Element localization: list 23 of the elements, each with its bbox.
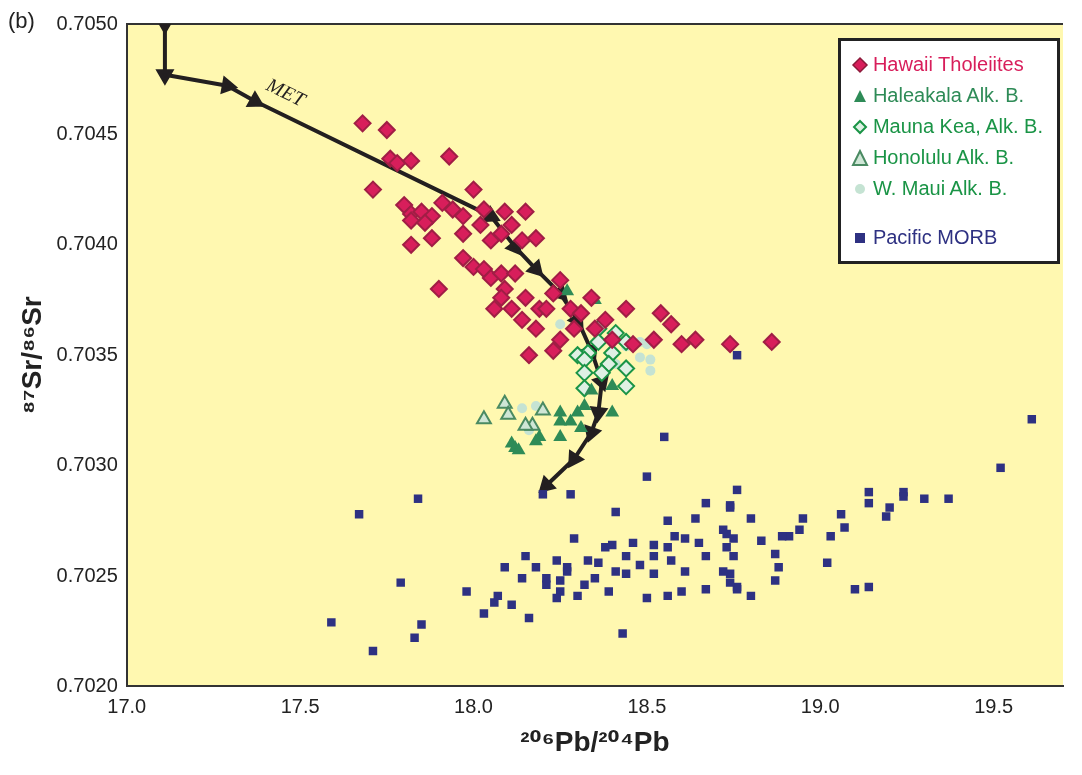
y-tick-label: 0.7050 [56, 11, 118, 34]
y-tick-label: 0.7040 [56, 232, 118, 255]
legend-label: Hawaii Tholeiites [872, 53, 1024, 76]
x-tick-label: 17.0 [107, 694, 147, 717]
x-tick-label: 18.5 [627, 694, 667, 717]
legend-label: W. Maui Alk. B. [872, 177, 1008, 200]
x-tick-label: 19.5 [974, 694, 1014, 717]
y-axis-title: ⁸⁷Sr/⁸⁶Sr [15, 296, 47, 415]
legend-label: Honolulu Alk. B. [872, 146, 1015, 169]
x-tick-label: 17.5 [280, 694, 320, 717]
legend-label: Mauna Kea, Alk. B. [872, 115, 1043, 138]
text: MET [262, 72, 311, 112]
legend-label: Haleakala Alk. B. [872, 84, 1025, 107]
legend-label: Pacific MORB [872, 226, 998, 249]
y-tick-label: 0.7030 [56, 453, 118, 476]
y-tick-label: 0.7020 [56, 673, 118, 696]
y-tick-label: 0.7045 [56, 121, 118, 144]
x-tick-label: 18.0 [454, 694, 493, 717]
x-axis-title: ²⁰⁶Pb/²⁰⁴Pb [520, 725, 670, 757]
y-tick-label: 0.7035 [56, 342, 118, 365]
y-tick-label: 0.7025 [56, 563, 118, 586]
text: (b) [8, 8, 35, 34]
x-tick-label: 19.0 [800, 694, 840, 717]
